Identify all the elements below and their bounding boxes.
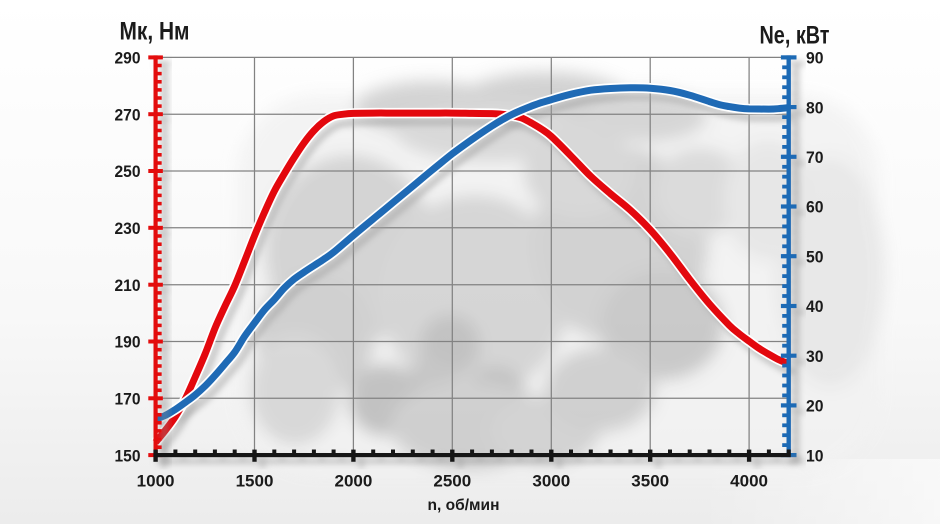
svg-text:3500: 3500 — [631, 472, 669, 491]
svg-text:210: 210 — [115, 276, 141, 295]
svg-text:230: 230 — [115, 219, 141, 238]
svg-text:270: 270 — [115, 105, 141, 124]
svg-text:50: 50 — [806, 247, 824, 266]
svg-text:170: 170 — [115, 390, 141, 409]
svg-text:30: 30 — [806, 347, 824, 366]
svg-text:Мк, Нм: Мк, Нм — [120, 18, 190, 46]
svg-text:Ne, кВт: Ne, кВт — [760, 22, 830, 50]
svg-text:90: 90 — [806, 49, 824, 68]
svg-text:250: 250 — [115, 162, 141, 181]
svg-text:10: 10 — [806, 446, 824, 465]
svg-text:1500: 1500 — [236, 472, 274, 491]
svg-text:3000: 3000 — [532, 472, 570, 491]
svg-text:80: 80 — [806, 98, 824, 117]
svg-text:150: 150 — [115, 446, 141, 465]
svg-text:2500: 2500 — [433, 472, 471, 491]
svg-text:290: 290 — [115, 49, 141, 68]
svg-text:4000: 4000 — [730, 472, 768, 491]
svg-text:2000: 2000 — [334, 472, 372, 491]
svg-text:1000: 1000 — [137, 472, 175, 491]
svg-text:60: 60 — [806, 198, 824, 217]
svg-text:190: 190 — [115, 333, 141, 352]
svg-text:n, об/мин: n, об/мин — [428, 497, 500, 514]
svg-text:70: 70 — [806, 148, 824, 167]
svg-text:20: 20 — [806, 397, 824, 416]
svg-text:40: 40 — [806, 297, 824, 316]
